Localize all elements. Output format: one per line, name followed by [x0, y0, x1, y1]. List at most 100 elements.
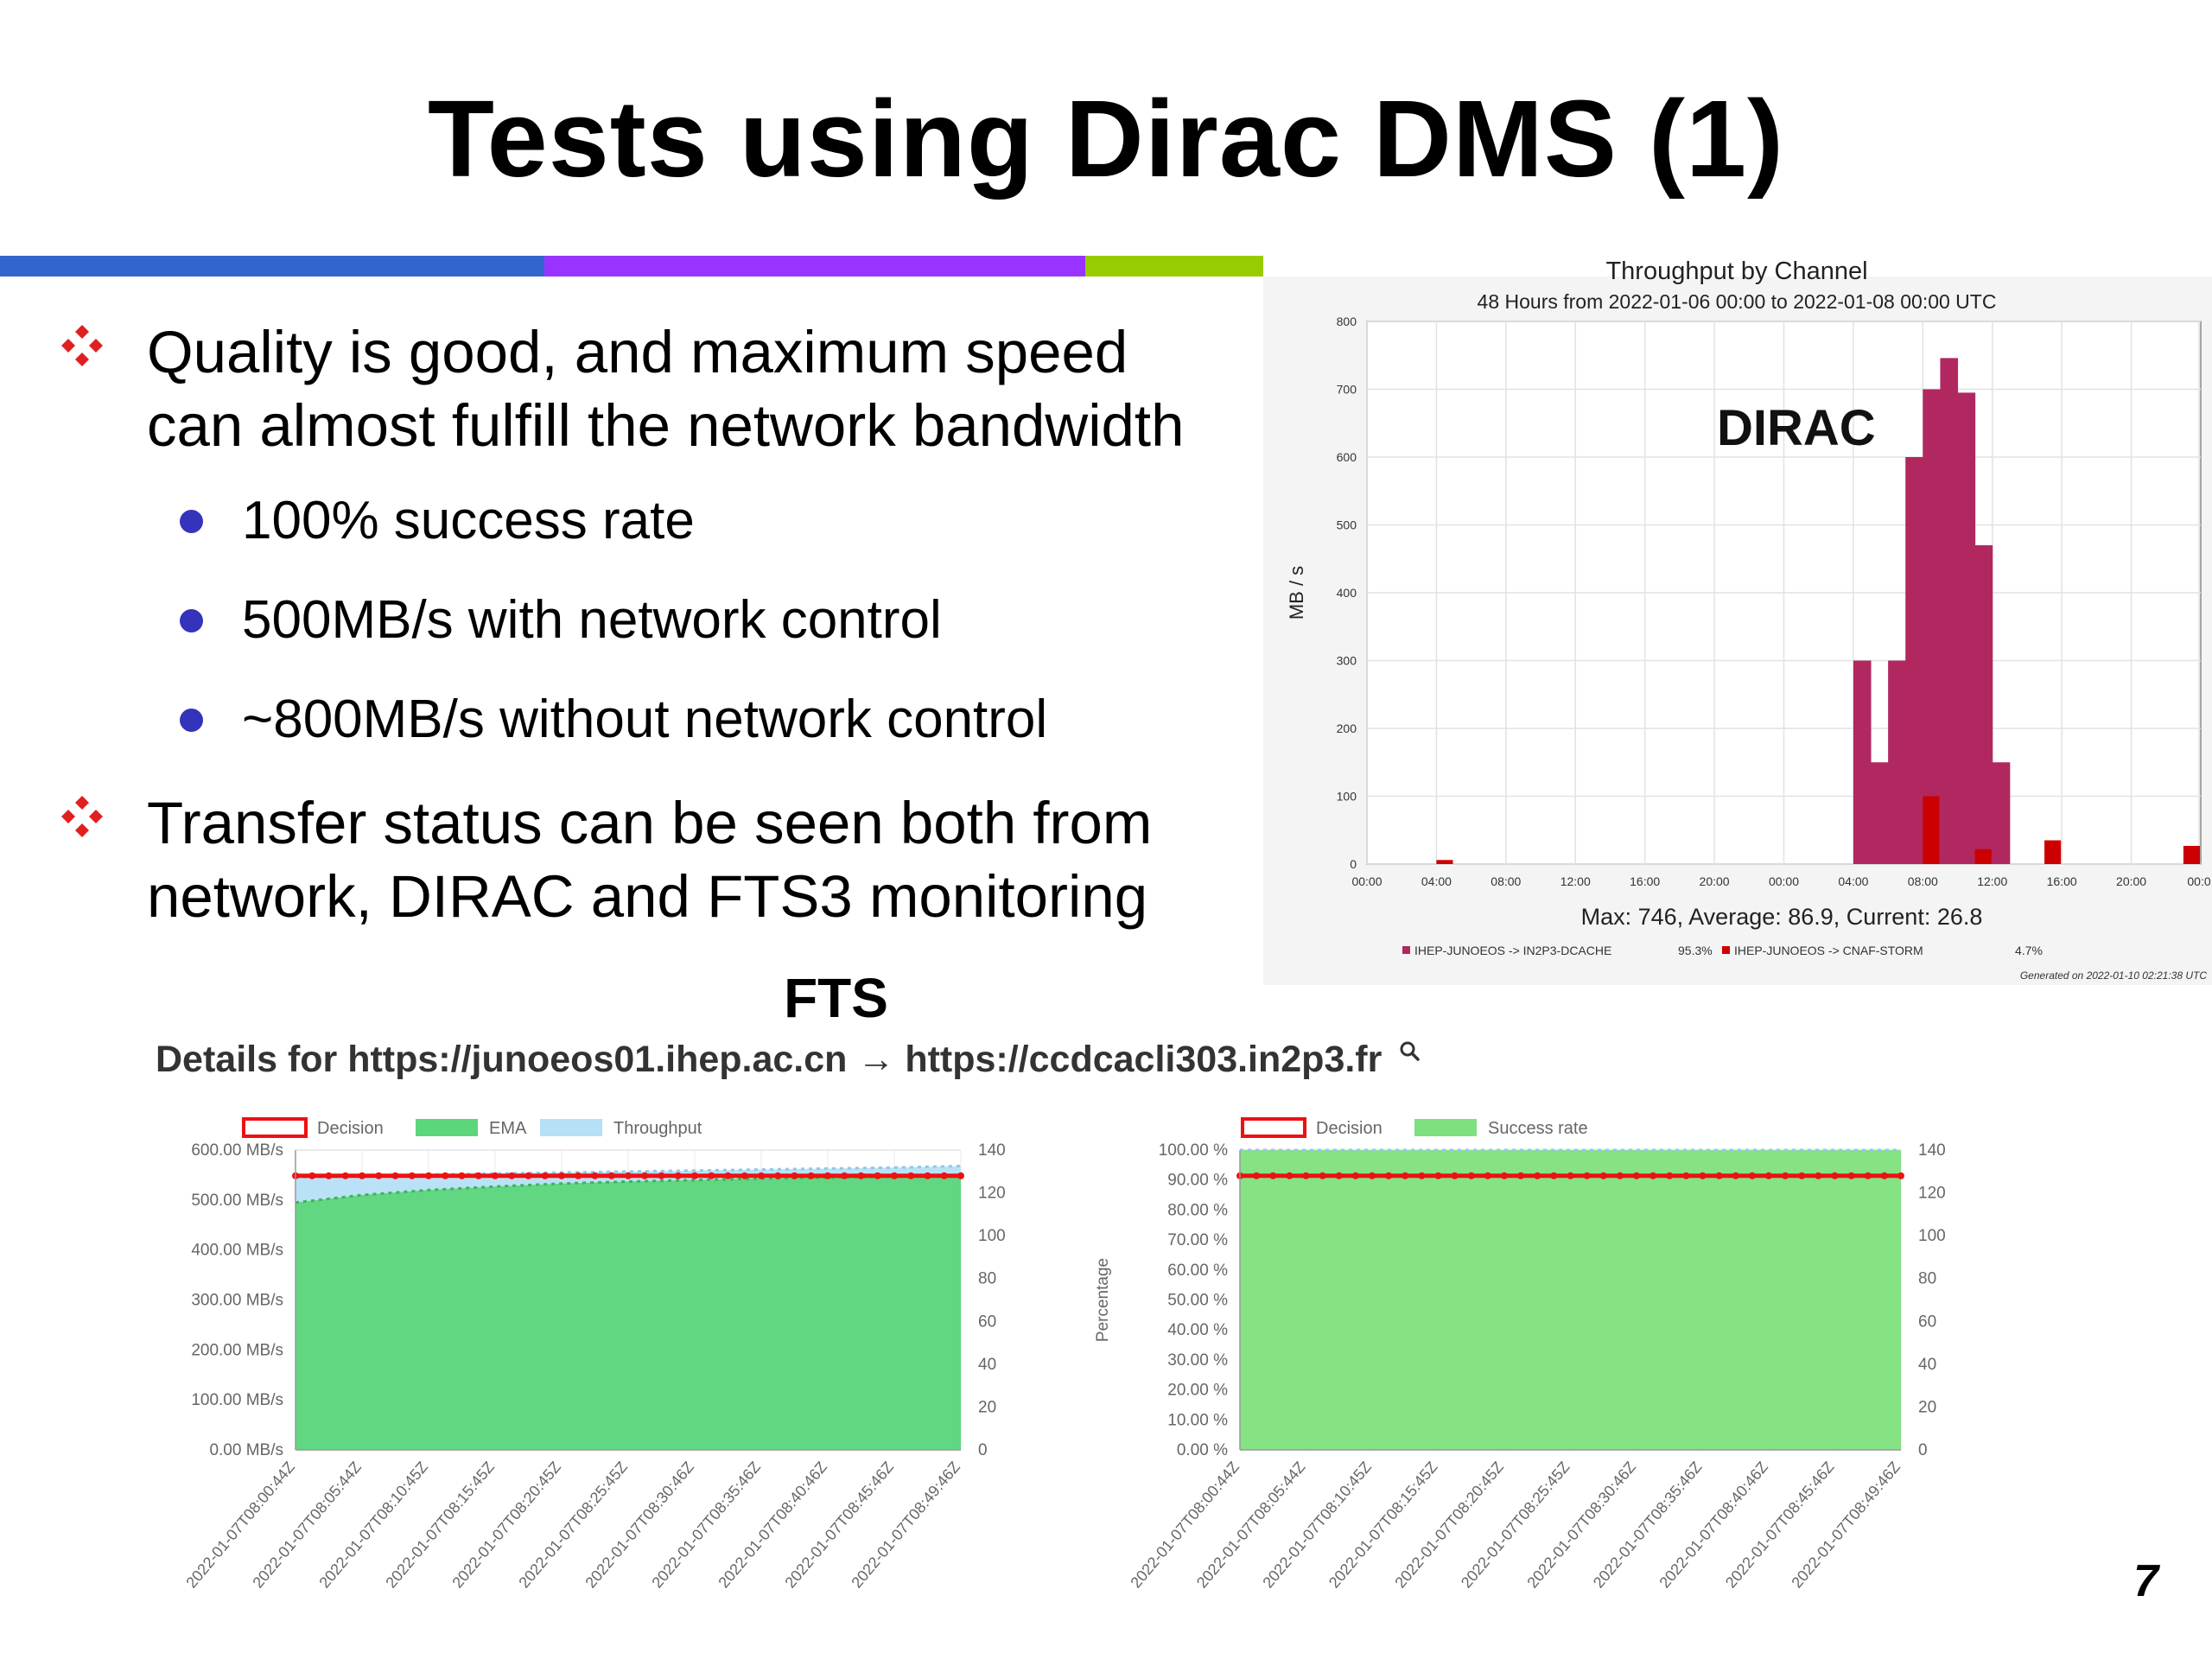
decision-point: [1517, 1172, 1525, 1179]
x-tick-label: 2022-01-07T08:30:46Z: [1523, 1459, 1639, 1592]
decision-point: [1699, 1172, 1707, 1179]
dirac-annotation: DIRAC: [1717, 400, 1876, 456]
legend-swatch: [1241, 1117, 1306, 1138]
decision-point: [1253, 1172, 1261, 1179]
decision-point: [1682, 1172, 1690, 1179]
decision-point: [1732, 1172, 1739, 1179]
decision-point: [758, 1172, 765, 1179]
x-tick-label: 00:00: [1351, 874, 1382, 888]
y2-tick-label: 80: [978, 1270, 996, 1288]
decision-point: [1815, 1172, 1822, 1179]
decision-point: [1765, 1172, 1772, 1179]
title-stripe-blue: [0, 256, 544, 276]
decision-point: [674, 1172, 682, 1179]
decision-point: [1335, 1172, 1343, 1179]
fts-details-text: Details for https://junoeos01.ihep.ac.cn…: [156, 1039, 1382, 1080]
x-tick-label: 2022-01-07T08:10:45Z: [315, 1459, 431, 1592]
x-tick-label: 00:00: [1769, 874, 1799, 888]
four-diamond-icon: [61, 325, 103, 366]
legend-share: 95.3%: [1678, 944, 1713, 957]
legend-swatch: [416, 1119, 478, 1136]
fts-label: FTS: [784, 967, 888, 1029]
y-axis-label: MB / s: [1286, 566, 1307, 620]
bar: [1871, 762, 1889, 864]
decision-point: [807, 1172, 815, 1179]
chart-title: Throughput by Channel: [1605, 257, 1867, 285]
y-tick-label: 60.00 %: [1167, 1262, 1228, 1280]
fts-details-heading: Details for https://junoeos01.ihep.ac.cn…: [156, 1039, 1423, 1081]
legend-label: IHEP-JUNOEOS -> IN2P3-DCACHE: [1414, 944, 1611, 957]
x-tick-label: 12:00: [1977, 874, 2007, 888]
y-tick-label: 600.00 MB/s: [191, 1141, 283, 1160]
legend-label: IHEP-JUNOEOS -> CNAF-STORM: [1734, 944, 1923, 957]
y-tick-label: 300.00 MB/s: [191, 1292, 283, 1310]
decision-point: [1831, 1172, 1839, 1179]
decision-point: [874, 1172, 881, 1179]
legend-swatch: [1722, 946, 1730, 954]
x-tick-label: 2022-01-07T08:05:44Z: [1193, 1459, 1309, 1592]
magnifier-icon[interactable]: [1397, 1039, 1423, 1065]
decision-point: [1369, 1172, 1376, 1179]
x-tick-label: 04:00: [1421, 874, 1452, 888]
decision-point: [625, 1172, 632, 1179]
x-tick-label: 2022-01-07T08:10:45Z: [1259, 1459, 1375, 1592]
legend-swatch: [242, 1117, 308, 1138]
y2-tick-label: 120: [978, 1185, 1006, 1203]
y2-tick-label: 60: [978, 1313, 996, 1331]
x-tick-label: 2022-01-07T08:20:45Z: [448, 1459, 564, 1592]
x-tick-label: 2022-01-07T08:35:46Z: [648, 1459, 764, 1592]
x-tick-label: 20:00: [2116, 874, 2146, 888]
x-tick-label: 08:00: [1908, 874, 1938, 888]
y-tick-label: 400: [1337, 586, 1357, 600]
decision-point: [1550, 1172, 1558, 1179]
y-tick-label: 80.00 %: [1167, 1201, 1228, 1219]
y2-tick-label: 0: [978, 1441, 988, 1459]
y2-tick-label: 40: [1918, 1356, 1936, 1374]
bullet-text-line: Quality is good, and maximum speed: [147, 319, 1128, 385]
bullet-text-line: network, DIRAC and FTS3 monitoring: [147, 863, 1148, 930]
x-tick-label: 2022-01-07T08:49:46Z: [1788, 1459, 1904, 1592]
x-tick-label: 2022-01-07T08:40:46Z: [1656, 1459, 1771, 1592]
decision-point: [1269, 1172, 1277, 1179]
legend-swatch: [540, 1119, 602, 1136]
decision-point: [1451, 1172, 1459, 1179]
y-tick-label: 100.00 %: [1159, 1141, 1228, 1160]
y-tick-label: 100.00 MB/s: [191, 1391, 283, 1409]
bar: [1940, 358, 1959, 864]
dirac-throughput-chart: Throughput by Channel 48 Hours from 2022-…: [1263, 257, 2212, 985]
decision-point: [924, 1172, 931, 1179]
y-tick-label: 200.00 MB/s: [191, 1341, 283, 1359]
y2-tick-label: 140: [1918, 1141, 1946, 1160]
y-tick-label: 50.00 %: [1167, 1292, 1228, 1310]
decision-point: [1880, 1172, 1888, 1179]
subbullet-without-control: ~800MB/s without network control: [60, 687, 1270, 752]
decision-point: [474, 1172, 482, 1179]
title-stripe-green: [1085, 256, 1263, 276]
decision-point: [442, 1172, 449, 1179]
x-tick-label: 08:00: [1491, 874, 1521, 888]
y2-tick-label: 40: [978, 1356, 996, 1374]
y-tick-label: 400.00 MB/s: [191, 1242, 283, 1260]
decision-point: [1302, 1172, 1310, 1179]
y-tick-label: 100: [1337, 790, 1357, 804]
legend-label: EMA: [489, 1119, 527, 1138]
y2-tick-label: 60: [1918, 1313, 1936, 1331]
subbullet-text: 500MB/s with network control: [242, 590, 942, 650]
decision-point: [1501, 1172, 1508, 1179]
subbullet-with-control: 500MB/s with network control: [60, 588, 1270, 652]
decision-point: [1567, 1172, 1574, 1179]
legend-swatch: [1402, 946, 1410, 954]
bar: [1974, 849, 1992, 864]
bar: [1905, 457, 1923, 864]
y-tick-label: 0: [1350, 857, 1357, 871]
y-axis-label: Percentage: [1094, 1258, 1112, 1342]
subbullet-text: ~800MB/s without network control: [242, 690, 1048, 749]
page-number: 7: [2133, 1556, 2158, 1606]
bar: [1923, 796, 1940, 864]
decision-point: [940, 1172, 948, 1179]
y-tick-label: 20.00 %: [1167, 1382, 1228, 1400]
decision-point: [359, 1172, 365, 1179]
y-tick-label: 500: [1337, 518, 1357, 532]
decision-point: [308, 1172, 316, 1179]
decision-point: [1534, 1172, 1541, 1179]
